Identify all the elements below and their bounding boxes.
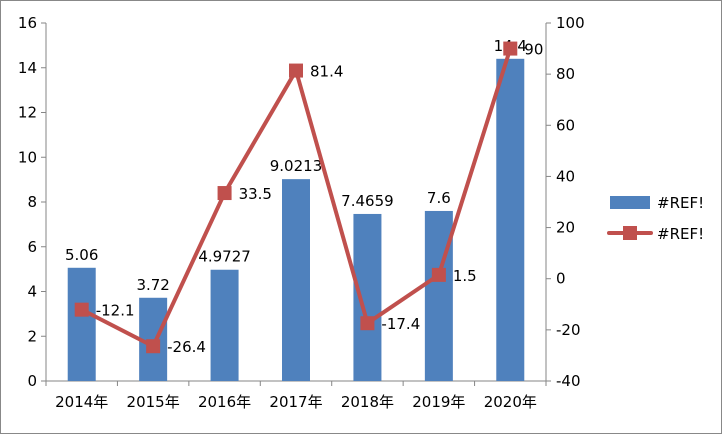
line-data-label: -12.1 <box>96 302 135 320</box>
line-data-label: -26.4 <box>167 338 206 356</box>
bar <box>496 58 525 382</box>
left-tick-label: 16 <box>18 14 37 32</box>
left-tick-label: 8 <box>27 193 37 211</box>
line-data-label: 81.4 <box>310 63 343 81</box>
left-tick-label: 10 <box>18 148 37 166</box>
bar <box>424 210 453 381</box>
right-tick-label: -20 <box>556 321 581 339</box>
left-tick-label: 0 <box>27 372 37 390</box>
bar-data-label: 3.72 <box>136 276 169 294</box>
line-marker <box>503 41 518 56</box>
right-tick-label: 0 <box>556 270 566 288</box>
line-marker <box>289 63 303 78</box>
line-marker <box>74 302 89 317</box>
bar <box>67 267 96 381</box>
x-tick-label: 2018年 <box>341 393 394 411</box>
line-data-label: 33.5 <box>239 185 272 203</box>
x-tick-label: 2014年 <box>55 393 108 411</box>
line-marker <box>217 186 232 201</box>
bar-data-label: 7.6 <box>427 189 451 207</box>
legend-line-marker <box>623 226 637 240</box>
line-marker <box>360 316 375 331</box>
bar <box>282 179 310 381</box>
bar-data-label: 4.9727 <box>198 248 251 266</box>
left-tick-label: 12 <box>18 104 37 122</box>
bar-data-label: 9.0213 <box>270 157 323 175</box>
legend-label: #REF! <box>657 194 704 212</box>
x-tick-label: 2020年 <box>484 393 537 411</box>
right-tick-label: 60 <box>556 116 575 134</box>
right-tick-label: 20 <box>556 219 575 237</box>
line-marker <box>146 339 161 354</box>
bar-data-label: 7.4659 <box>341 192 394 210</box>
legend-bar-swatch <box>610 196 650 209</box>
line-data-label: -17.4 <box>381 315 420 333</box>
bar <box>353 213 382 381</box>
bar-data-label: 5.06 <box>65 246 98 264</box>
x-tick-label: 2017年 <box>269 393 322 411</box>
left-tick-label: 4 <box>27 283 37 301</box>
line-data-label: 90 <box>524 41 543 59</box>
right-tick-label: 40 <box>556 167 575 185</box>
line-data-label: 1.5 <box>453 267 477 285</box>
bar <box>210 269 239 381</box>
left-tick-label: 2 <box>27 327 37 345</box>
right-tick-label: 80 <box>556 65 575 83</box>
x-tick-label: 2015年 <box>127 393 180 411</box>
right-tick-label: -40 <box>556 372 581 390</box>
left-tick-label: 14 <box>18 59 37 77</box>
x-tick-label: 2016年 <box>198 393 251 411</box>
x-tick-label: 2019年 <box>412 393 465 411</box>
left-tick-label: 6 <box>27 238 37 256</box>
right-tick-label: 100 <box>556 14 585 32</box>
line-marker <box>431 267 446 282</box>
legend-label: #REF! <box>657 225 704 243</box>
